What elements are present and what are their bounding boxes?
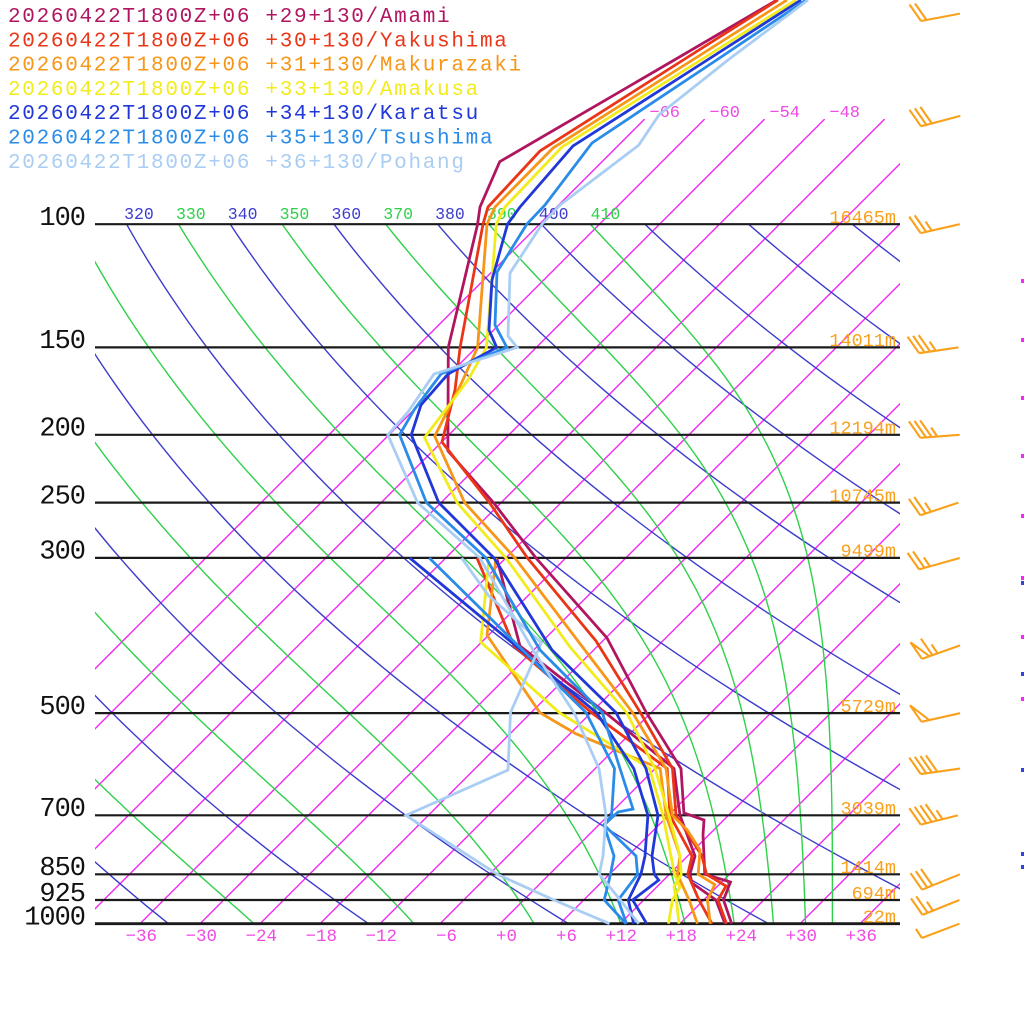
svg-text:360: 360: [332, 205, 362, 224]
svg-text:+6: +6: [556, 927, 577, 947]
svg-text:350: 350: [280, 205, 310, 224]
svg-text:+30: +30: [785, 927, 817, 947]
svg-text:20260422T1800Z+06 +34+130/Kara: 20260422T1800Z+06 +34+130/Karatsu: [8, 103, 480, 126]
svg-text:−18: −18: [305, 927, 337, 947]
svg-text:340: 340: [228, 205, 258, 224]
svg-text:+18: +18: [665, 927, 697, 947]
svg-text:−12: −12: [365, 927, 397, 947]
svg-text:410: 410: [591, 205, 621, 224]
svg-text:250: 250: [39, 482, 85, 512]
svg-text:3039m: 3039m: [840, 799, 896, 820]
svg-text:5729m: 5729m: [840, 697, 896, 718]
svg-text:+24: +24: [725, 927, 757, 947]
svg-text:14011m: 14011m: [829, 331, 896, 352]
svg-text:+0: +0: [496, 927, 517, 947]
svg-text:+36: +36: [845, 927, 877, 947]
svg-text:10745m: 10745m: [829, 486, 896, 507]
svg-text:320: 320: [124, 205, 154, 224]
svg-text:1000: 1000: [24, 904, 85, 934]
svg-text:16465m: 16465m: [829, 208, 896, 229]
svg-text:925: 925: [39, 880, 85, 910]
svg-text:150: 150: [39, 327, 85, 357]
svg-text:330: 330: [176, 205, 206, 224]
svg-text:−54: −54: [769, 104, 800, 123]
svg-text:100: 100: [39, 204, 85, 234]
svg-text:−48: −48: [829, 104, 860, 123]
svg-text:−36: −36: [125, 927, 157, 947]
svg-text:−30: −30: [185, 927, 217, 947]
svg-text:+12: +12: [605, 927, 637, 947]
svg-text:20260422T1800Z+06 +33+130/Amak: 20260422T1800Z+06 +33+130/Amakusa: [8, 79, 480, 102]
svg-text:−60: −60: [709, 104, 740, 123]
svg-text:9499m: 9499m: [840, 542, 896, 563]
svg-text:20260422T1800Z+06 +35+130/Tsus: 20260422T1800Z+06 +35+130/Tsushima: [8, 128, 494, 151]
svg-text:850: 850: [39, 854, 85, 884]
svg-text:200: 200: [39, 415, 85, 445]
svg-text:500: 500: [39, 693, 85, 723]
svg-text:20260422T1800Z+06 +31+130/Maku: 20260422T1800Z+06 +31+130/Makurazaki: [8, 55, 523, 78]
svg-text:300: 300: [39, 538, 85, 568]
svg-text:20260422T1800Z+06 +29+130/Amam: 20260422T1800Z+06 +29+130/Amami: [8, 6, 451, 29]
svg-text:1414m: 1414m: [840, 858, 896, 879]
svg-text:−24: −24: [245, 927, 277, 947]
svg-text:20260422T1800Z+06 +30+130/Yaku: 20260422T1800Z+06 +30+130/Yakushima: [8, 30, 509, 53]
svg-text:22m: 22m: [863, 908, 896, 929]
svg-text:694m: 694m: [852, 884, 896, 905]
svg-text:380: 380: [435, 205, 465, 224]
svg-text:370: 370: [383, 205, 413, 224]
svg-text:12194m: 12194m: [829, 419, 896, 440]
svg-text:−6: −6: [436, 927, 457, 947]
svg-text:700: 700: [39, 795, 85, 825]
svg-text:20260422T1800Z+06 +36+130/Poha: 20260422T1800Z+06 +36+130/Pohang: [8, 152, 466, 175]
